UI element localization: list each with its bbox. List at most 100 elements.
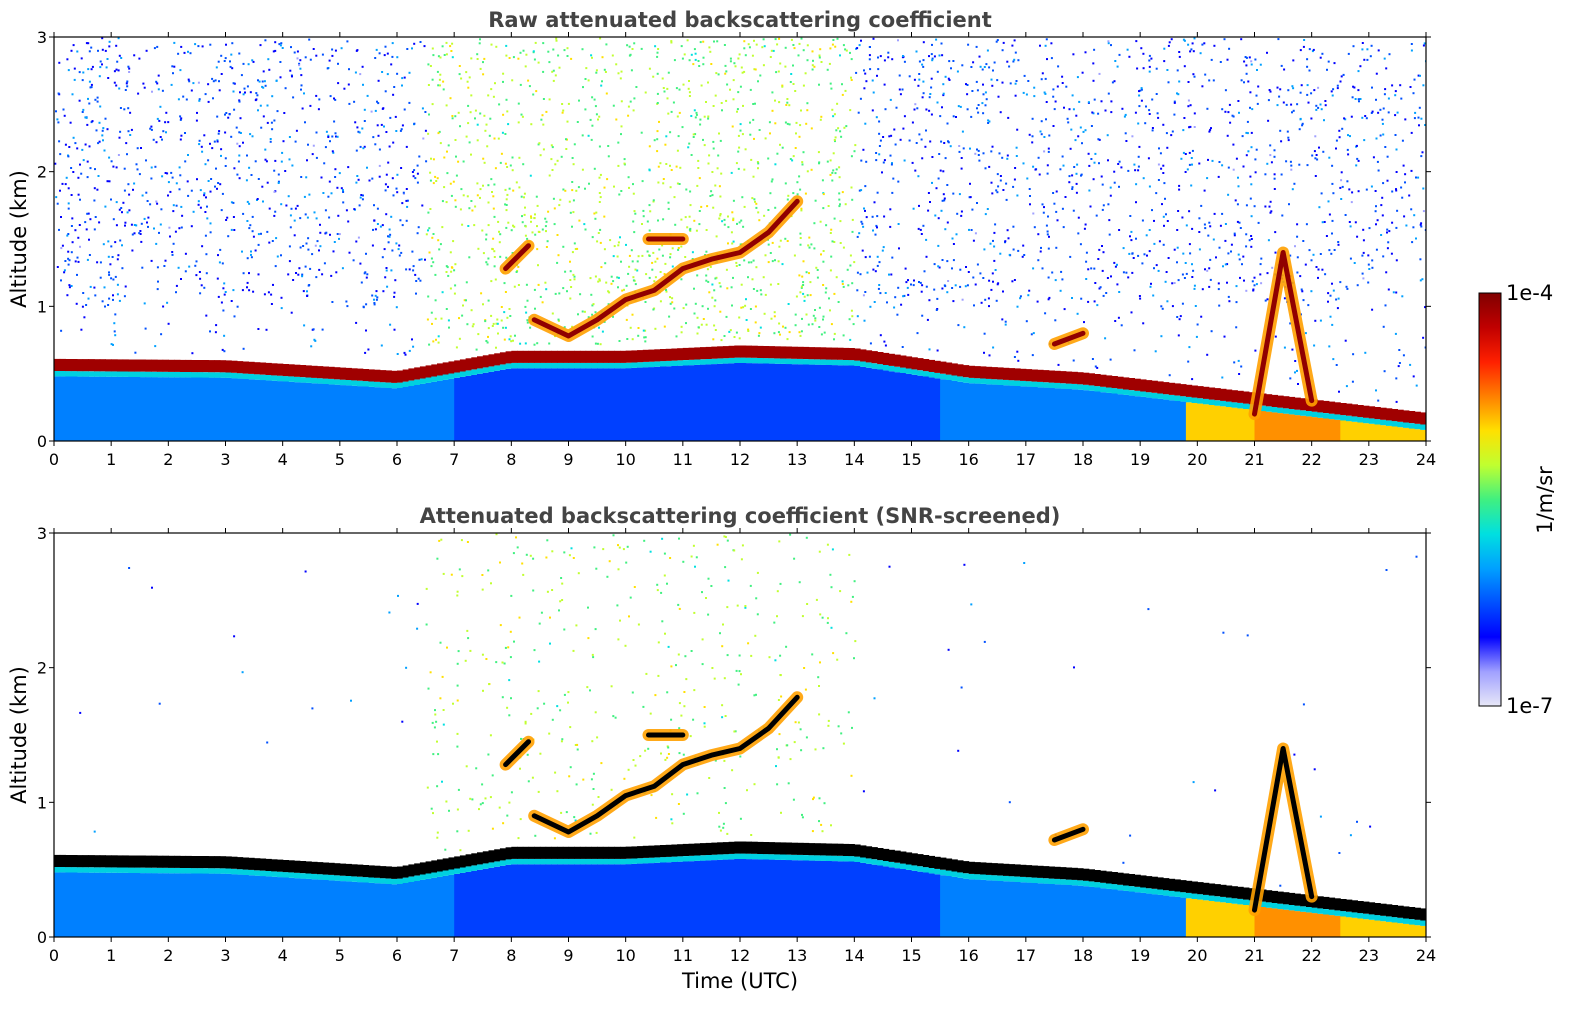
bl-transition — [631, 858, 638, 864]
bl-top — [642, 349, 650, 362]
noise-pixel — [700, 205, 703, 208]
noise-pixel — [612, 104, 615, 107]
noise-pixel — [180, 134, 183, 137]
noise-pixel — [393, 86, 396, 88]
noise-pixel — [849, 264, 852, 267]
noise-pixel — [633, 231, 636, 234]
bl-top — [488, 354, 495, 367]
noise-pixel — [242, 93, 245, 96]
noise-pixel — [465, 299, 467, 302]
bl-top — [162, 359, 169, 372]
noise-pixel — [1422, 84, 1425, 87]
noise-pixel — [628, 265, 631, 268]
bl-column — [780, 363, 787, 441]
noise-pixel — [988, 165, 991, 168]
bl-column — [59, 872, 66, 937]
bl-column — [1334, 419, 1341, 441]
noise-pixel — [362, 83, 364, 86]
noise-pixel — [644, 91, 647, 94]
noise-pixel — [989, 242, 992, 245]
noise-pixel — [1340, 171, 1343, 174]
noise-pixel — [398, 254, 401, 257]
noise-pixel — [1357, 89, 1360, 92]
bl-column — [1008, 385, 1015, 441]
noise-pixel — [1148, 185, 1151, 188]
bl-top — [825, 347, 833, 360]
noise-pixel — [381, 256, 384, 259]
noise-pixel — [995, 299, 998, 302]
bl-top — [196, 360, 204, 373]
bl-top — [259, 858, 267, 871]
noise-pixel — [846, 268, 849, 271]
noise-pixel — [1100, 175, 1103, 178]
noise-pixel — [89, 167, 92, 170]
noise-pixel — [365, 303, 368, 306]
bl-column — [957, 381, 964, 441]
bl-column — [151, 873, 158, 937]
noise-pixel — [598, 201, 601, 203]
noise-pixel — [318, 268, 321, 271]
x-tick-label: 1 — [106, 450, 116, 469]
noise-pixel — [769, 192, 772, 195]
bl-column — [168, 377, 175, 441]
noise-pixel — [1061, 278, 1064, 281]
bl-column — [1151, 398, 1158, 441]
noise-pixel — [240, 74, 243, 77]
noise-pixel — [701, 305, 704, 308]
noise-pixel — [922, 224, 925, 227]
bl-transition — [76, 371, 84, 377]
noise-pixel — [925, 129, 927, 132]
bl-top — [625, 350, 632, 363]
noise-pixel — [1394, 114, 1397, 117]
noise-pixel — [1155, 67, 1158, 70]
noise-pixel — [1314, 319, 1317, 322]
noise-pixel — [1270, 161, 1273, 164]
noise-pixel — [1237, 100, 1240, 102]
noise-pixel — [841, 191, 844, 194]
noise-pixel — [801, 317, 803, 320]
noise-pixel — [1191, 263, 1193, 266]
noise-pixel — [922, 65, 925, 68]
bl-transition — [71, 371, 78, 377]
noise-pixel — [856, 271, 859, 274]
bl-top — [151, 359, 158, 372]
noise-pixel — [454, 199, 457, 202]
noise-pixel — [1394, 332, 1397, 335]
bl-top — [65, 855, 72, 868]
noise-pixel — [502, 72, 505, 75]
bl-top — [71, 855, 78, 868]
noise-pixel — [520, 195, 523, 198]
bl-column — [374, 883, 381, 937]
bl-transition — [471, 865, 478, 871]
noise-pixel — [1352, 45, 1355, 48]
noise-pixel — [140, 222, 143, 225]
noise-pixel — [1155, 264, 1158, 267]
noise-pixel — [1377, 399, 1380, 402]
noise-pixel — [1083, 227, 1086, 230]
noise-pixel — [801, 275, 804, 278]
noise-pixel — [632, 109, 635, 112]
noise-pixel — [1387, 111, 1390, 114]
noise-pixel — [1338, 136, 1341, 139]
bl-transition — [1294, 409, 1301, 416]
bl-top — [282, 364, 289, 377]
noise-pixel — [216, 139, 219, 142]
noise-pixel — [788, 331, 791, 334]
noise-pixel — [89, 86, 92, 89]
noise-pixel — [842, 44, 845, 47]
noise-pixel — [1405, 224, 1408, 227]
noise-pixel — [871, 215, 874, 218]
noise-pixel — [558, 204, 561, 207]
noise-pixel — [248, 166, 251, 169]
bl-column — [1157, 398, 1164, 441]
noise-pixel — [779, 239, 782, 242]
noise-pixel — [106, 58, 109, 60]
noise-pixel — [1075, 172, 1078, 175]
noise-pixel — [296, 50, 299, 53]
noise-pixel — [99, 60, 102, 63]
bl-top — [585, 846, 592, 859]
bl-top — [677, 844, 684, 857]
noise-pixel — [170, 83, 173, 86]
bl-transition — [860, 361, 867, 367]
noise-pixel — [587, 79, 590, 82]
